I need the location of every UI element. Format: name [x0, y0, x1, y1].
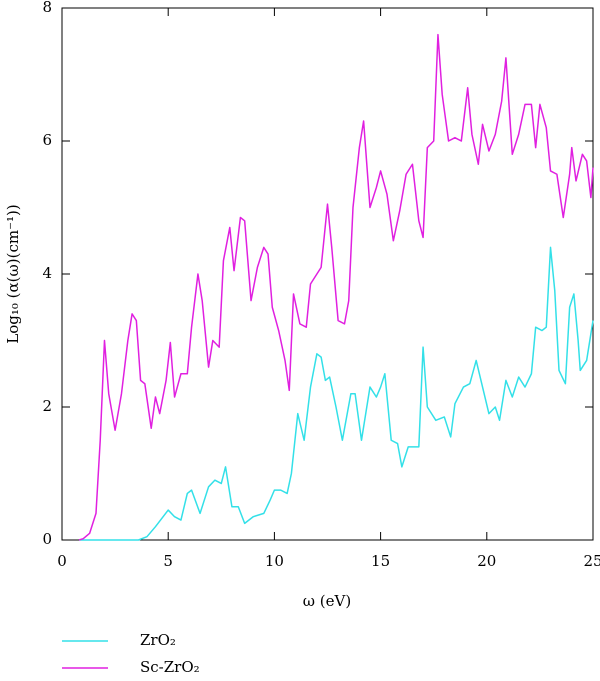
y-tick-label: 4 — [42, 264, 52, 282]
legend-label: Sc-ZrO₂ — [140, 658, 200, 676]
x-tick-label: 20 — [477, 552, 496, 570]
y-tick-label: 6 — [42, 131, 52, 149]
legend-label: ZrO₂ — [140, 631, 176, 649]
y-tick-label: 0 — [42, 530, 52, 548]
x-tick-label: 25 — [583, 552, 600, 570]
data-line — [78, 246, 594, 541]
x-tick-label: 15 — [371, 552, 390, 570]
plot-frame — [61, 7, 594, 541]
y-tick-label: 2 — [42, 397, 52, 415]
x-tick-label: 10 — [265, 552, 284, 570]
x-tick-label: 5 — [163, 552, 173, 570]
x-tick-label: 0 — [57, 552, 67, 570]
x-axis-label: ω (eV) — [303, 592, 351, 610]
data-line — [78, 33, 594, 541]
y-tick-label: 8 — [42, 0, 52, 16]
y-axis-label: Log₁₀ (α(ω)(cm⁻¹)) — [4, 204, 22, 343]
